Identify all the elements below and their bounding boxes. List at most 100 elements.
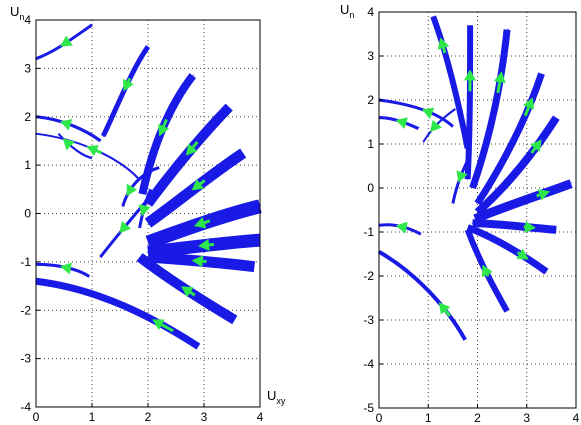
y-tick-label: 0 xyxy=(24,207,31,221)
trajectory-streak xyxy=(431,16,468,149)
y-tick-label: 1 xyxy=(367,137,374,151)
direction-arrow xyxy=(86,145,99,157)
x-tick-label: 0 xyxy=(376,411,383,425)
direction-arrow-shaft xyxy=(199,179,206,185)
trajectory-streak xyxy=(422,109,456,144)
direction-arrow xyxy=(463,69,476,81)
direction-arrow xyxy=(59,119,73,131)
trajectory xyxy=(35,277,201,350)
y-tick-label: -2 xyxy=(363,269,374,283)
direction-arrow-shaft xyxy=(95,149,103,155)
direction-arrow xyxy=(194,216,207,229)
y-tick-label: 2 xyxy=(24,110,31,124)
x-tick-label: 0 xyxy=(33,410,40,424)
x-tick-label: 1 xyxy=(425,411,432,425)
direction-arrow-shaft xyxy=(536,193,541,198)
direction-arrow-shaft xyxy=(161,323,174,333)
y-tick-label: -4 xyxy=(363,357,374,371)
trajectory xyxy=(430,15,471,149)
right-phase-plot: 0 1 2 3 4 -5 -4 -3 -2 -1 0 1 2 3 4 Un xyxy=(340,2,580,425)
direction-arrow xyxy=(60,262,73,275)
y-tick-label: -2 xyxy=(20,303,31,317)
y-tick-label: 1 xyxy=(24,158,31,172)
trajectory xyxy=(57,133,93,159)
trajectory-streak xyxy=(122,168,160,208)
x-tick-label: 2 xyxy=(145,410,152,424)
direction-arrow-shaft xyxy=(496,81,502,94)
direction-arrow xyxy=(530,139,542,152)
x-tick-label: 1 xyxy=(89,410,96,424)
direction-arrow xyxy=(185,143,198,156)
direction-arrow xyxy=(493,71,506,84)
x-axis-label-sub: xy xyxy=(276,396,286,406)
x-tick-label: 3 xyxy=(523,411,530,425)
trajectory xyxy=(474,115,560,216)
y-tick-label: 4 xyxy=(24,13,31,27)
direction-arrow-shaft xyxy=(523,106,530,117)
x-tick-label: 4 xyxy=(573,411,580,425)
y-tick-label: -3 xyxy=(363,313,374,327)
direction-arrow xyxy=(191,255,204,268)
y-axis-label: Un xyxy=(10,4,24,22)
direction-arrow xyxy=(119,220,132,234)
direction-arrow-shaft xyxy=(127,77,132,83)
y-tick-label: 4 xyxy=(367,5,374,19)
trajectory-streak xyxy=(471,222,556,231)
direction-arrow xyxy=(152,319,165,330)
x-axis-label: Uxy xyxy=(267,388,286,406)
x-tick-label: 3 xyxy=(201,410,208,424)
direction-arrow xyxy=(524,220,536,233)
trajectory-streak xyxy=(475,182,573,219)
direction-arrow-shaft xyxy=(444,309,451,317)
trajectory-streak xyxy=(476,73,541,204)
direction-arrow-shaft xyxy=(516,251,521,255)
direction-arrow xyxy=(395,221,408,234)
trajectory xyxy=(35,115,102,143)
x-tick-label: 2 xyxy=(474,411,481,425)
trajectory-streak xyxy=(467,26,471,181)
direction-arrow-shaft xyxy=(191,141,199,149)
direction-arrow-shaft xyxy=(189,291,196,297)
trajectory xyxy=(474,72,545,206)
direction-arrow xyxy=(456,170,468,183)
trajectory xyxy=(473,179,573,223)
trajectory xyxy=(378,250,467,341)
direction-arrow xyxy=(523,97,535,110)
trajectory-streak xyxy=(473,28,509,188)
y-tick-label: 3 xyxy=(24,61,31,75)
direction-arrow-shaft xyxy=(208,242,215,247)
direction-arrow xyxy=(126,183,138,197)
y-tick-label: -4 xyxy=(20,400,31,414)
y-tick-label: -1 xyxy=(363,225,374,239)
direction-arrow xyxy=(60,35,73,47)
direction-arrow xyxy=(62,138,75,151)
direction-arrow xyxy=(481,264,493,278)
trajectory-streak xyxy=(58,134,93,160)
trajectory-streak xyxy=(36,115,102,141)
trajectory xyxy=(422,107,456,143)
y-tick-label: -3 xyxy=(20,352,31,366)
direction-arrow-shaft xyxy=(530,147,537,154)
trajectory-streak xyxy=(477,118,557,214)
y-tick-label: -1 xyxy=(20,255,31,269)
y-tick-label: 3 xyxy=(367,49,374,63)
y-tick-label: 2 xyxy=(367,93,374,107)
direction-arrow-shaft xyxy=(203,219,211,225)
trajectory-streak xyxy=(377,251,465,340)
direction-arrow xyxy=(181,286,194,298)
direction-arrow-shaft xyxy=(485,273,490,277)
direction-arrow xyxy=(191,178,205,191)
direction-arrow xyxy=(421,107,435,119)
trajectory xyxy=(378,98,454,128)
direction-arrow xyxy=(138,204,151,217)
trajectory xyxy=(469,29,511,190)
direction-arrow xyxy=(198,238,210,251)
direction-arrow xyxy=(516,248,529,260)
y-tick-label: -5 xyxy=(363,401,374,415)
direction-arrow xyxy=(438,302,451,315)
y-axis-label-sub: n xyxy=(19,12,24,22)
direction-arrow-shaft xyxy=(162,118,168,127)
trajectory-streak xyxy=(34,280,198,347)
